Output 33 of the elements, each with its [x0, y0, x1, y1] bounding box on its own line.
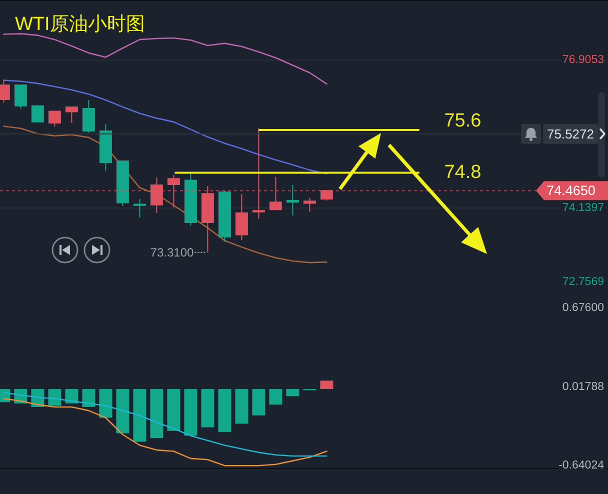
ref-line: 74.8 — [174, 162, 482, 184]
candlestick — [14, 84, 27, 110]
y-tick-label: -0.64024 — [558, 460, 605, 472]
candlestick — [184, 173, 197, 226]
candlestick — [218, 190, 231, 242]
candlestick — [65, 106, 78, 124]
y-tick-label: 0.67600 — [562, 302, 604, 314]
candlestick — [303, 197, 316, 212]
y-tick-label: 72.7569 — [562, 276, 604, 288]
y-tick-label: 74.1397 — [562, 202, 604, 214]
candlestick — [201, 186, 214, 253]
candlestick — [99, 124, 112, 172]
candlestick — [269, 176, 282, 210]
candlestick — [167, 174, 180, 208]
candlestick — [116, 160, 129, 206]
candlestick — [31, 104, 44, 122]
ref-line-label: 74.8 — [444, 162, 482, 184]
candlestick — [235, 194, 248, 241]
ref-line-label: 74.4650 — [546, 183, 596, 198]
candlestick — [252, 128, 265, 220]
ref-line-label: 75.5272 — [547, 126, 594, 142]
candlestick — [150, 177, 163, 214]
candlestick — [320, 190, 333, 202]
annotation: 73.3100 — [150, 245, 207, 260]
annotation: 73.3100 — [150, 245, 194, 260]
y-tick-label: 76.9053 — [562, 54, 604, 66]
y-tick-label: 0.01788 — [562, 380, 604, 393]
candlestick — [133, 198, 146, 218]
title: WTI原油小时图 — [15, 14, 145, 35]
ref-line: 74.4650 — [0, 181, 608, 200]
candlestick — [82, 100, 95, 134]
candlestick — [48, 110, 61, 128]
candlestick — [286, 184, 299, 216]
